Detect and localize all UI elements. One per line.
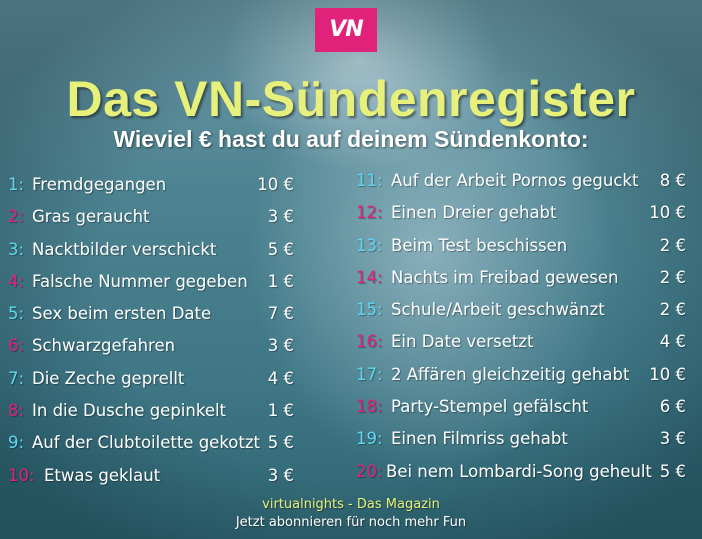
item-number: 18:: [356, 397, 383, 417]
list-item: 17: 2 Affären gleichzeitig gehabt 10 €: [356, 362, 686, 394]
item-number: 10:: [8, 465, 35, 485]
item-amount: 5 €: [659, 461, 686, 481]
list-item: 20: Bei nem Lombardi-Song geheult 5 €: [356, 459, 686, 491]
item-number: 16:: [356, 332, 383, 352]
item-amount: 10 €: [649, 203, 686, 223]
item-number: 11:: [356, 171, 383, 190]
footer-brand: virtualnights - Das Magazin: [262, 497, 440, 512]
item-amount: 2 €: [659, 235, 686, 255]
item-number: 2:: [8, 207, 25, 227]
list-item: 15: Schule/Arbeit geschwänzt 2 €: [356, 297, 686, 329]
item-number: 4:: [8, 271, 25, 291]
list-item: 2: Gras geraucht 3 €: [8, 204, 298, 236]
item-label: In die Dusche gepinkelt: [32, 401, 227, 421]
item-amount: 8 €: [659, 171, 686, 190]
item-number: 19:: [356, 429, 383, 449]
sin-list-right: 11: Auf der Arbeit Pornos geguckt 8 € 12: E…: [356, 168, 686, 491]
item-number: 20:: [356, 461, 383, 481]
item-amount: 10 €: [649, 364, 686, 384]
list-item: 6: Schwarzgefahren 3 €: [8, 333, 298, 365]
item-label: Ein Date versetzt: [391, 332, 534, 352]
list-item: 12: Einen Dreier gehabt 10 €: [356, 200, 686, 232]
item-label: Sex beim ersten Date: [32, 304, 212, 324]
item-amount: 4 €: [659, 332, 686, 352]
item-label: Nacktbilder verschickt: [32, 239, 217, 259]
list-item: 13: Beim Test beschissen 2 €: [356, 233, 686, 265]
list-item: 1: Fremdgegangen 10 €: [8, 172, 298, 204]
item-number: 7:: [8, 368, 25, 388]
item-number: 9:: [8, 433, 25, 453]
list-item: 4: Falsche Nummer gegeben 1 €: [8, 269, 298, 301]
list-item: 19: Einen Filmriss gehabt 3 €: [356, 426, 686, 458]
item-amount: 1 €: [267, 271, 294, 291]
item-number: 5:: [8, 304, 25, 324]
item-label: Auf der Arbeit Pornos geguckt: [391, 171, 639, 190]
item-amount: 3 €: [267, 465, 294, 485]
item-amount: 1 €: [267, 401, 294, 421]
item-amount: 2 €: [659, 300, 686, 320]
item-label: Einen Dreier gehabt: [391, 203, 557, 223]
list-item: 8: In die Dusche gepinkelt 1 €: [8, 398, 298, 430]
vn-logo: VN: [315, 8, 377, 52]
item-amount: 6 €: [659, 397, 686, 417]
item-amount: 5 €: [267, 239, 294, 259]
item-amount: 7 €: [267, 304, 294, 324]
item-label: Gras geraucht: [32, 207, 150, 227]
item-amount: 3 €: [267, 207, 294, 227]
footer-tagline: Jetzt abonnieren für noch mehr Fun: [235, 515, 467, 530]
item-amount: 2 €: [659, 267, 686, 287]
item-label: Falsche Nummer gegeben: [32, 271, 248, 291]
item-label: Bei nem Lombardi-Song geheult: [386, 461, 652, 481]
list-item: 5: Sex beim ersten Date 7 €: [8, 301, 298, 333]
item-number: 14:: [356, 267, 383, 287]
item-label: Etwas geklaut: [44, 465, 161, 485]
page-title: Das VN-Sündenregister: [66, 71, 636, 127]
list-item: 16: Ein Date versetzt 4 €: [356, 329, 686, 361]
item-label: Schule/Arbeit geschwänzt: [391, 300, 605, 320]
item-label: Nachts im Freibad gewesen: [391, 267, 619, 287]
list-item: 7: Die Zeche geprellt 4 €: [8, 366, 298, 398]
list-item: 11: Auf der Arbeit Pornos geguckt 8 €: [356, 168, 686, 200]
item-amount: 3 €: [267, 336, 294, 356]
item-label: 2 Affären gleichzeitig gehabt: [391, 364, 630, 384]
list-item: 18: Party-Stempel gefälscht 6 €: [356, 394, 686, 426]
list-item: 3: Nacktbilder verschickt 5 €: [8, 237, 298, 269]
item-label: Beim Test beschissen: [391, 235, 568, 255]
item-number: 1:: [8, 175, 25, 194]
item-label: Einen Filmriss gehabt: [391, 429, 568, 449]
item-number: 15:: [356, 300, 383, 320]
item-number: 12:: [356, 203, 383, 223]
item-label: Auf der Clubtoilette gekotzt: [32, 433, 260, 453]
item-label: Party-Stempel gefälscht: [391, 397, 589, 417]
list-item: 9: Auf der Clubtoilette gekotzt 5 €: [8, 430, 298, 462]
item-amount: 4 €: [267, 368, 294, 388]
item-label: Fremdgegangen: [32, 175, 167, 194]
item-amount: 10 €: [257, 175, 294, 194]
item-label: Schwarzgefahren: [32, 336, 176, 356]
item-number: 13:: [356, 235, 383, 255]
item-number: 6:: [8, 336, 25, 356]
item-number: 3:: [8, 239, 25, 259]
item-amount: 5 €: [267, 433, 294, 453]
page-subtitle: Wieviel € hast du auf deinem Sündenkonto…: [113, 126, 589, 152]
item-number: 17:: [356, 364, 383, 384]
sin-list-left: 1: Fremdgegangen 10 € 2: Gras geraucht 3 € 3…: [8, 172, 298, 495]
item-amount: 3 €: [659, 429, 686, 449]
item-label: Die Zeche geprellt: [32, 368, 185, 388]
item-number: 8:: [8, 401, 25, 421]
list-item: 10: Etwas geklaut 3 €: [8, 463, 298, 495]
list-item: 14: Nachts im Freibad gewesen 2 €: [356, 265, 686, 297]
